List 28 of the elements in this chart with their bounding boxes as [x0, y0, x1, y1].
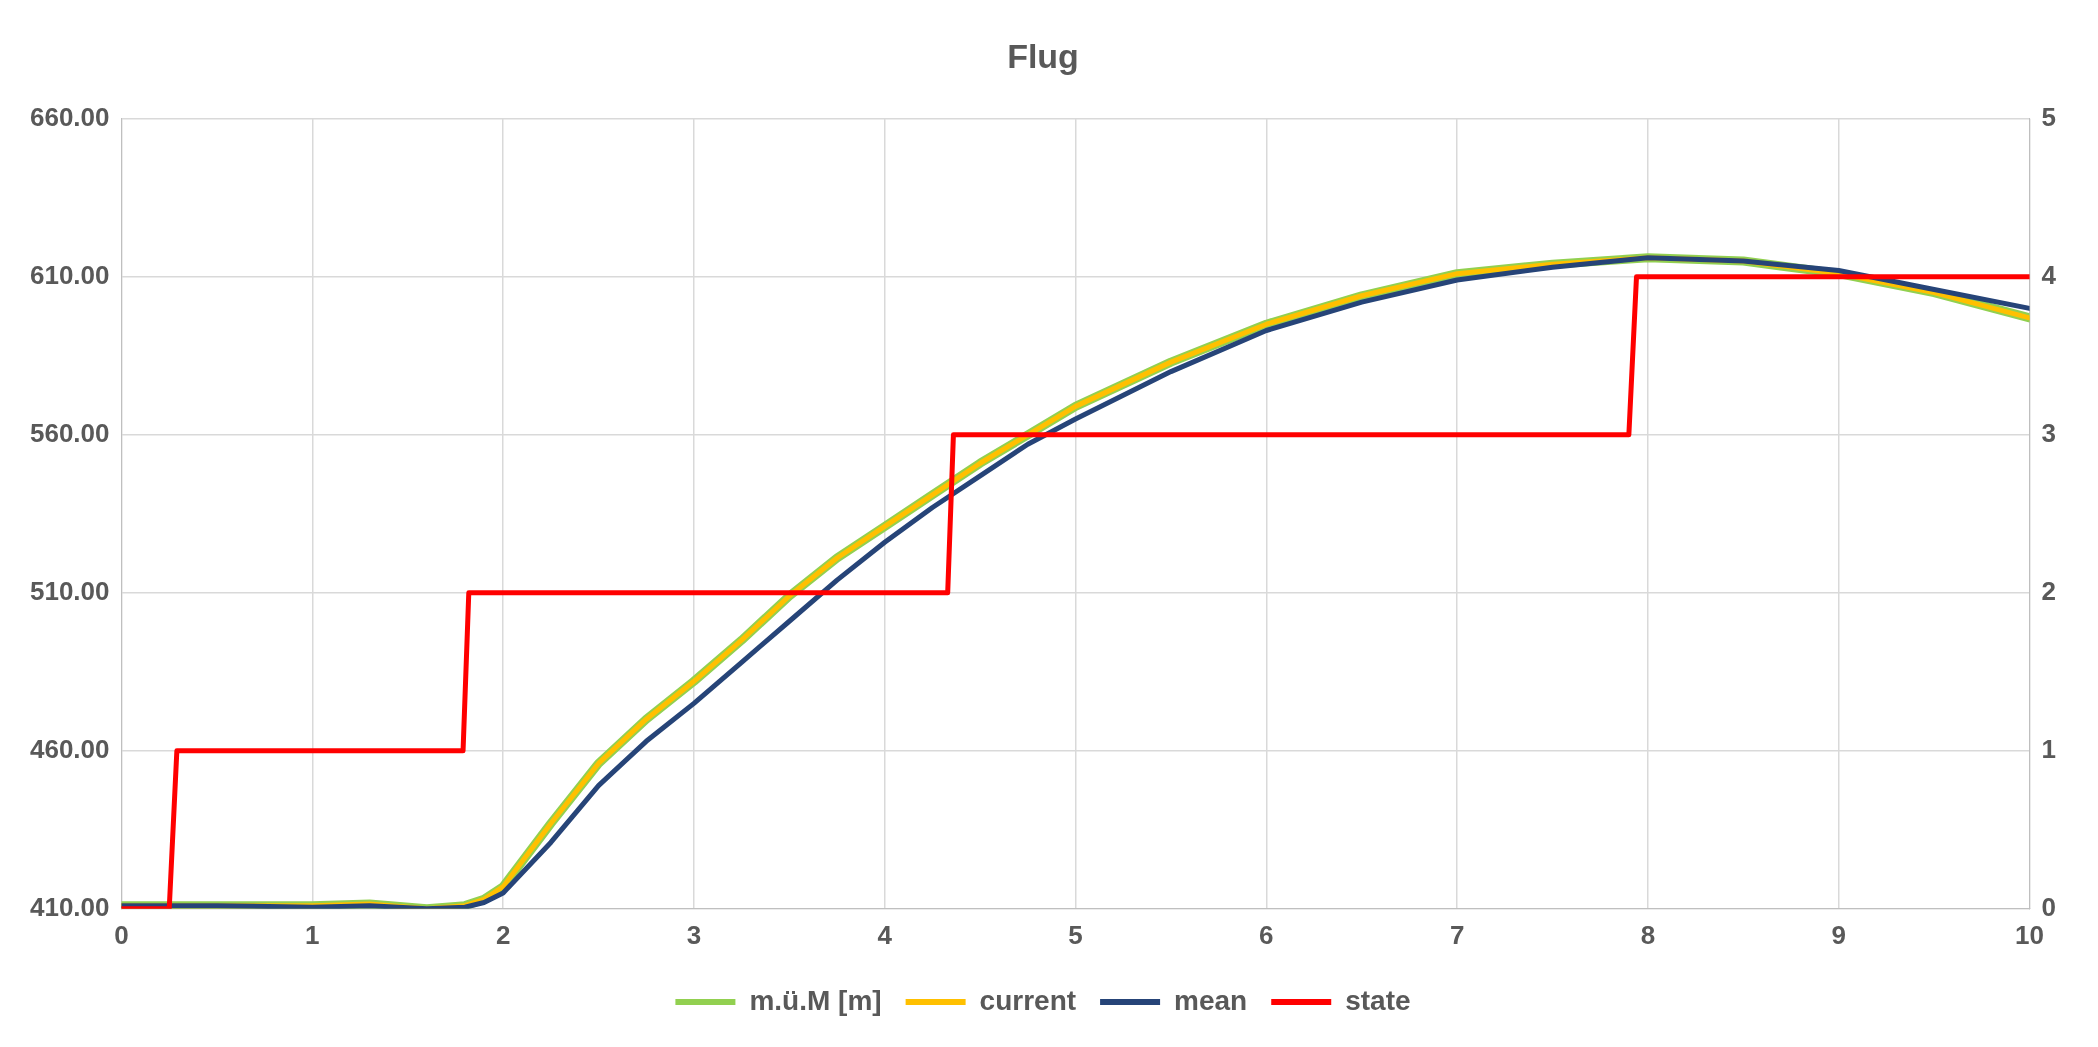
x-tick-label: 6	[1259, 919, 1274, 950]
y2-tick-label: 1	[2041, 733, 2057, 764]
x-tick-label: 10	[2015, 919, 2044, 950]
y-tick-label: 410.00	[29, 891, 110, 922]
y2-tick-label: 5	[2041, 101, 2057, 132]
y-tick-label: 510.00	[29, 575, 110, 606]
x-tick-label: 5	[1068, 919, 1083, 950]
legend-label: m.ü.M [m]	[749, 984, 882, 1016]
y2-tick-label: 4	[2041, 259, 2057, 290]
x-tick-label: 3	[686, 919, 702, 950]
chart-title: Flug	[1007, 36, 1079, 75]
y2-tick-label: 2	[2041, 575, 2057, 606]
y-tick-label: 610.00	[29, 259, 110, 290]
y2-tick-label: 0	[2041, 891, 2057, 922]
x-tick-label: 9	[1831, 919, 1846, 950]
legend-label: state	[1345, 984, 1411, 1016]
y-tick-label: 660.00	[29, 101, 110, 132]
x-tick-label: 4	[877, 919, 893, 950]
x-tick-label: 0	[114, 919, 129, 950]
legend-label: current	[979, 984, 1077, 1016]
y-tick-label: 560.00	[29, 417, 110, 448]
legend-label: mean	[1174, 984, 1248, 1016]
y-tick-label: 460.00	[29, 733, 110, 764]
y2-tick-label: 3	[2041, 417, 2057, 448]
x-tick-label: 1	[305, 919, 320, 950]
x-tick-label: 2	[495, 919, 511, 950]
x-tick-label: 7	[1449, 919, 1465, 950]
x-tick-label: 8	[1640, 919, 1656, 950]
